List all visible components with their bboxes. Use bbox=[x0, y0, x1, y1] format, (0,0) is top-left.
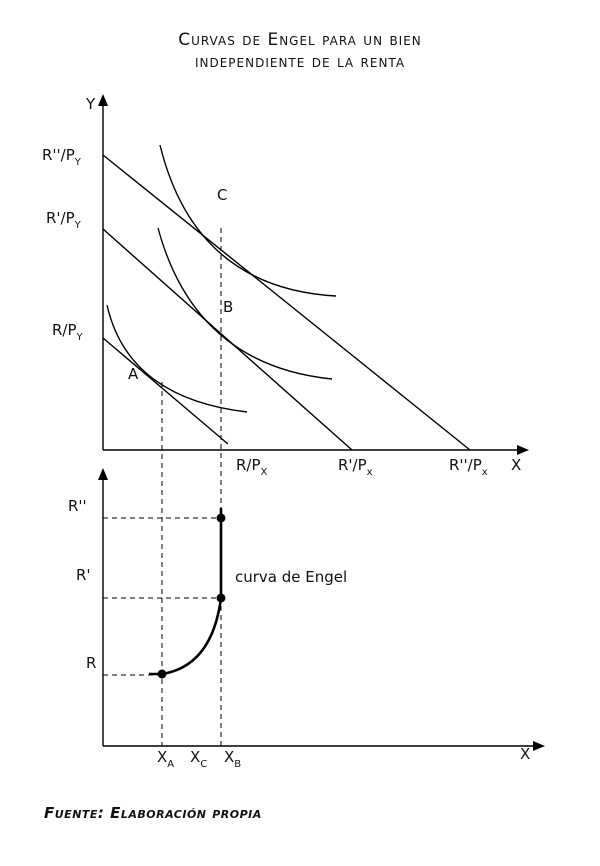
bottom-graph: X R'' R' R curva de Engel XA XC XB bbox=[68, 468, 545, 770]
title-line-1: Curvas de Engel para un bien bbox=[178, 30, 422, 50]
budget-line-r-double-prime bbox=[102, 154, 471, 451]
point-label-a: A bbox=[128, 365, 139, 383]
source-note: Fuente: Elaboración propia bbox=[44, 804, 262, 822]
bottom-x-arrowhead bbox=[533, 741, 545, 751]
indifference-curve-b bbox=[157, 227, 333, 380]
point-label-b: B bbox=[223, 298, 233, 316]
engel-curve bbox=[149, 508, 223, 676]
y-level-label-r-double-prime: R'' bbox=[68, 497, 87, 515]
x-tick-label-xb: XB bbox=[224, 748, 241, 770]
y-level-label-r: R bbox=[86, 654, 96, 672]
top-y-axis-label: Y bbox=[85, 95, 96, 113]
y-intercept-label-r-double-prime: R''/PY bbox=[42, 146, 82, 168]
x-tick-label-xc: XC bbox=[190, 748, 207, 770]
y-intercept-label-r-prime: R'/PY bbox=[46, 209, 82, 231]
top-x-arrowhead bbox=[517, 445, 529, 455]
engel-point-b bbox=[216, 593, 226, 603]
y-intercept-label-r: R/PY bbox=[52, 321, 84, 343]
engel-point-a bbox=[157, 669, 167, 679]
budget-line-r bbox=[102, 337, 229, 445]
engel-curve-label: curva de Engel bbox=[235, 568, 347, 586]
top-x-axis-label: X bbox=[511, 456, 521, 474]
x-intercept-label-r: R/PX bbox=[236, 456, 268, 478]
indifference-curve-c bbox=[159, 144, 337, 297]
engel-point-c bbox=[216, 513, 226, 523]
x-intercept-label-r-double-prime: R''/Px bbox=[449, 456, 488, 478]
top-y-arrowhead bbox=[98, 94, 108, 106]
title-line-2: independiente de la renta bbox=[194, 52, 406, 72]
x-tick-label-xa: XA bbox=[157, 748, 174, 770]
x-intercept-label-r-prime: R'/Px bbox=[338, 456, 373, 478]
point-label-c: C bbox=[217, 186, 227, 204]
y-level-label-r-prime: R' bbox=[76, 566, 91, 584]
indifference-curve-a bbox=[106, 304, 248, 413]
bottom-x-axis-label: X bbox=[520, 745, 530, 763]
top-graph: Y X R''/PY R'/PY R/PY R/PX R'/Px R''/Px bbox=[42, 94, 529, 478]
bottom-y-arrowhead bbox=[98, 468, 108, 480]
